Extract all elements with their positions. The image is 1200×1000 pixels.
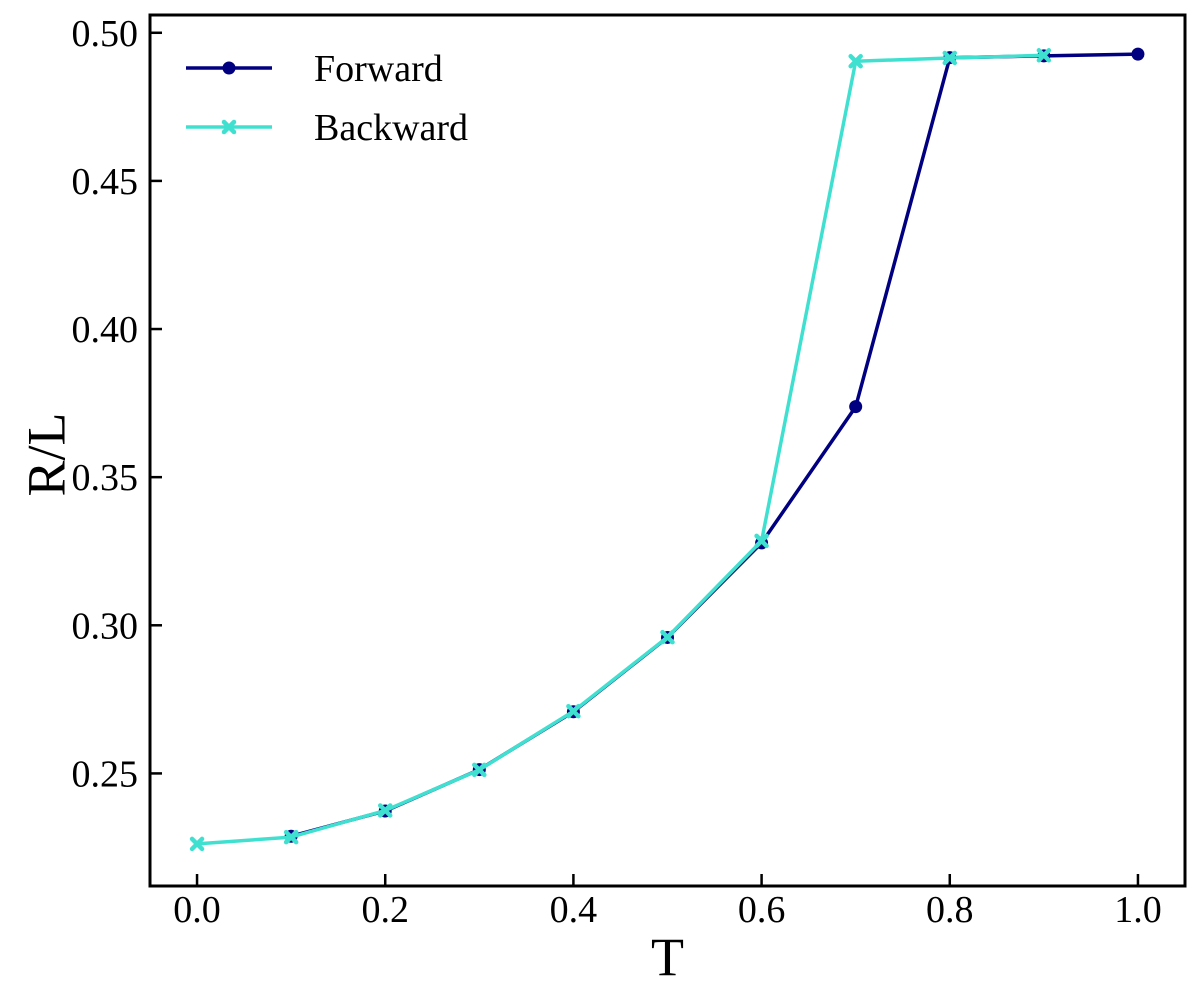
x-tick-label: 0.0 — [173, 889, 221, 931]
plot-frame — [148, 13, 1187, 888]
data-point-forward — [1131, 47, 1145, 61]
legend-label-forward: Forward — [314, 48, 443, 90]
marker-stroke — [283, 829, 299, 845]
y-tick-label: 0.35 — [72, 457, 139, 499]
data-point-backward — [189, 836, 205, 852]
y-tick-label: 0.40 — [72, 309, 139, 351]
legend-item-forward: Forward — [186, 48, 443, 90]
legend-marker-backward — [221, 119, 237, 135]
series-backward — [189, 48, 1052, 852]
x-tick-label: 0.2 — [361, 889, 409, 931]
legend-item-backward: Backward — [186, 107, 468, 149]
data-point-backward — [942, 50, 958, 66]
data-point-backward — [848, 53, 863, 69]
x-tick-label: 0.6 — [738, 889, 786, 931]
marker-stroke — [377, 803, 393, 818]
series-line-forward — [290, 52, 1139, 838]
legend-label-backward: Backward — [314, 107, 468, 149]
x-axis-label: T — [651, 927, 684, 987]
marker-stroke — [221, 119, 237, 135]
marker-stroke — [848, 53, 863, 69]
x-tick-label: 1.0 — [1114, 889, 1162, 931]
y-tick-label: 0.50 — [72, 13, 139, 55]
series-layer — [189, 47, 1145, 852]
series-line-backward — [196, 53, 1044, 846]
y-tick-label: 0.45 — [72, 161, 139, 203]
marker-stroke — [660, 629, 675, 645]
marker-stroke — [942, 50, 958, 66]
x-tick-label: 0.8 — [926, 889, 974, 931]
y-tick-label: 0.25 — [72, 753, 139, 795]
y-tick-label: 0.30 — [72, 605, 139, 647]
marker-stroke — [754, 533, 769, 549]
data-point-backward — [754, 533, 769, 549]
legend: Forward Backward — [186, 48, 468, 149]
data-point-forward — [849, 400, 863, 414]
marker-stroke — [1036, 48, 1052, 63]
marker-stroke — [566, 703, 581, 719]
data-point-backward — [472, 762, 487, 778]
data-point-backward — [566, 703, 581, 719]
legend-marker-forward — [222, 61, 236, 75]
y-axis-label: R/L — [16, 412, 76, 496]
data-point-backward — [283, 829, 299, 845]
marker-stroke — [189, 836, 205, 852]
data-point-backward — [377, 803, 393, 818]
y-axis-ticks: 0.25 0.30 0.35 0.40 0.45 0.50 — [72, 13, 162, 795]
marker-stroke — [472, 762, 487, 778]
data-point-backward — [660, 629, 675, 645]
x-axis-ticks: 0.0 0.2 0.4 0.6 0.8 1.0 — [173, 874, 1162, 931]
x-tick-label: 0.4 — [550, 889, 598, 931]
series-forward — [284, 47, 1145, 843]
data-point-backward — [1036, 48, 1052, 63]
